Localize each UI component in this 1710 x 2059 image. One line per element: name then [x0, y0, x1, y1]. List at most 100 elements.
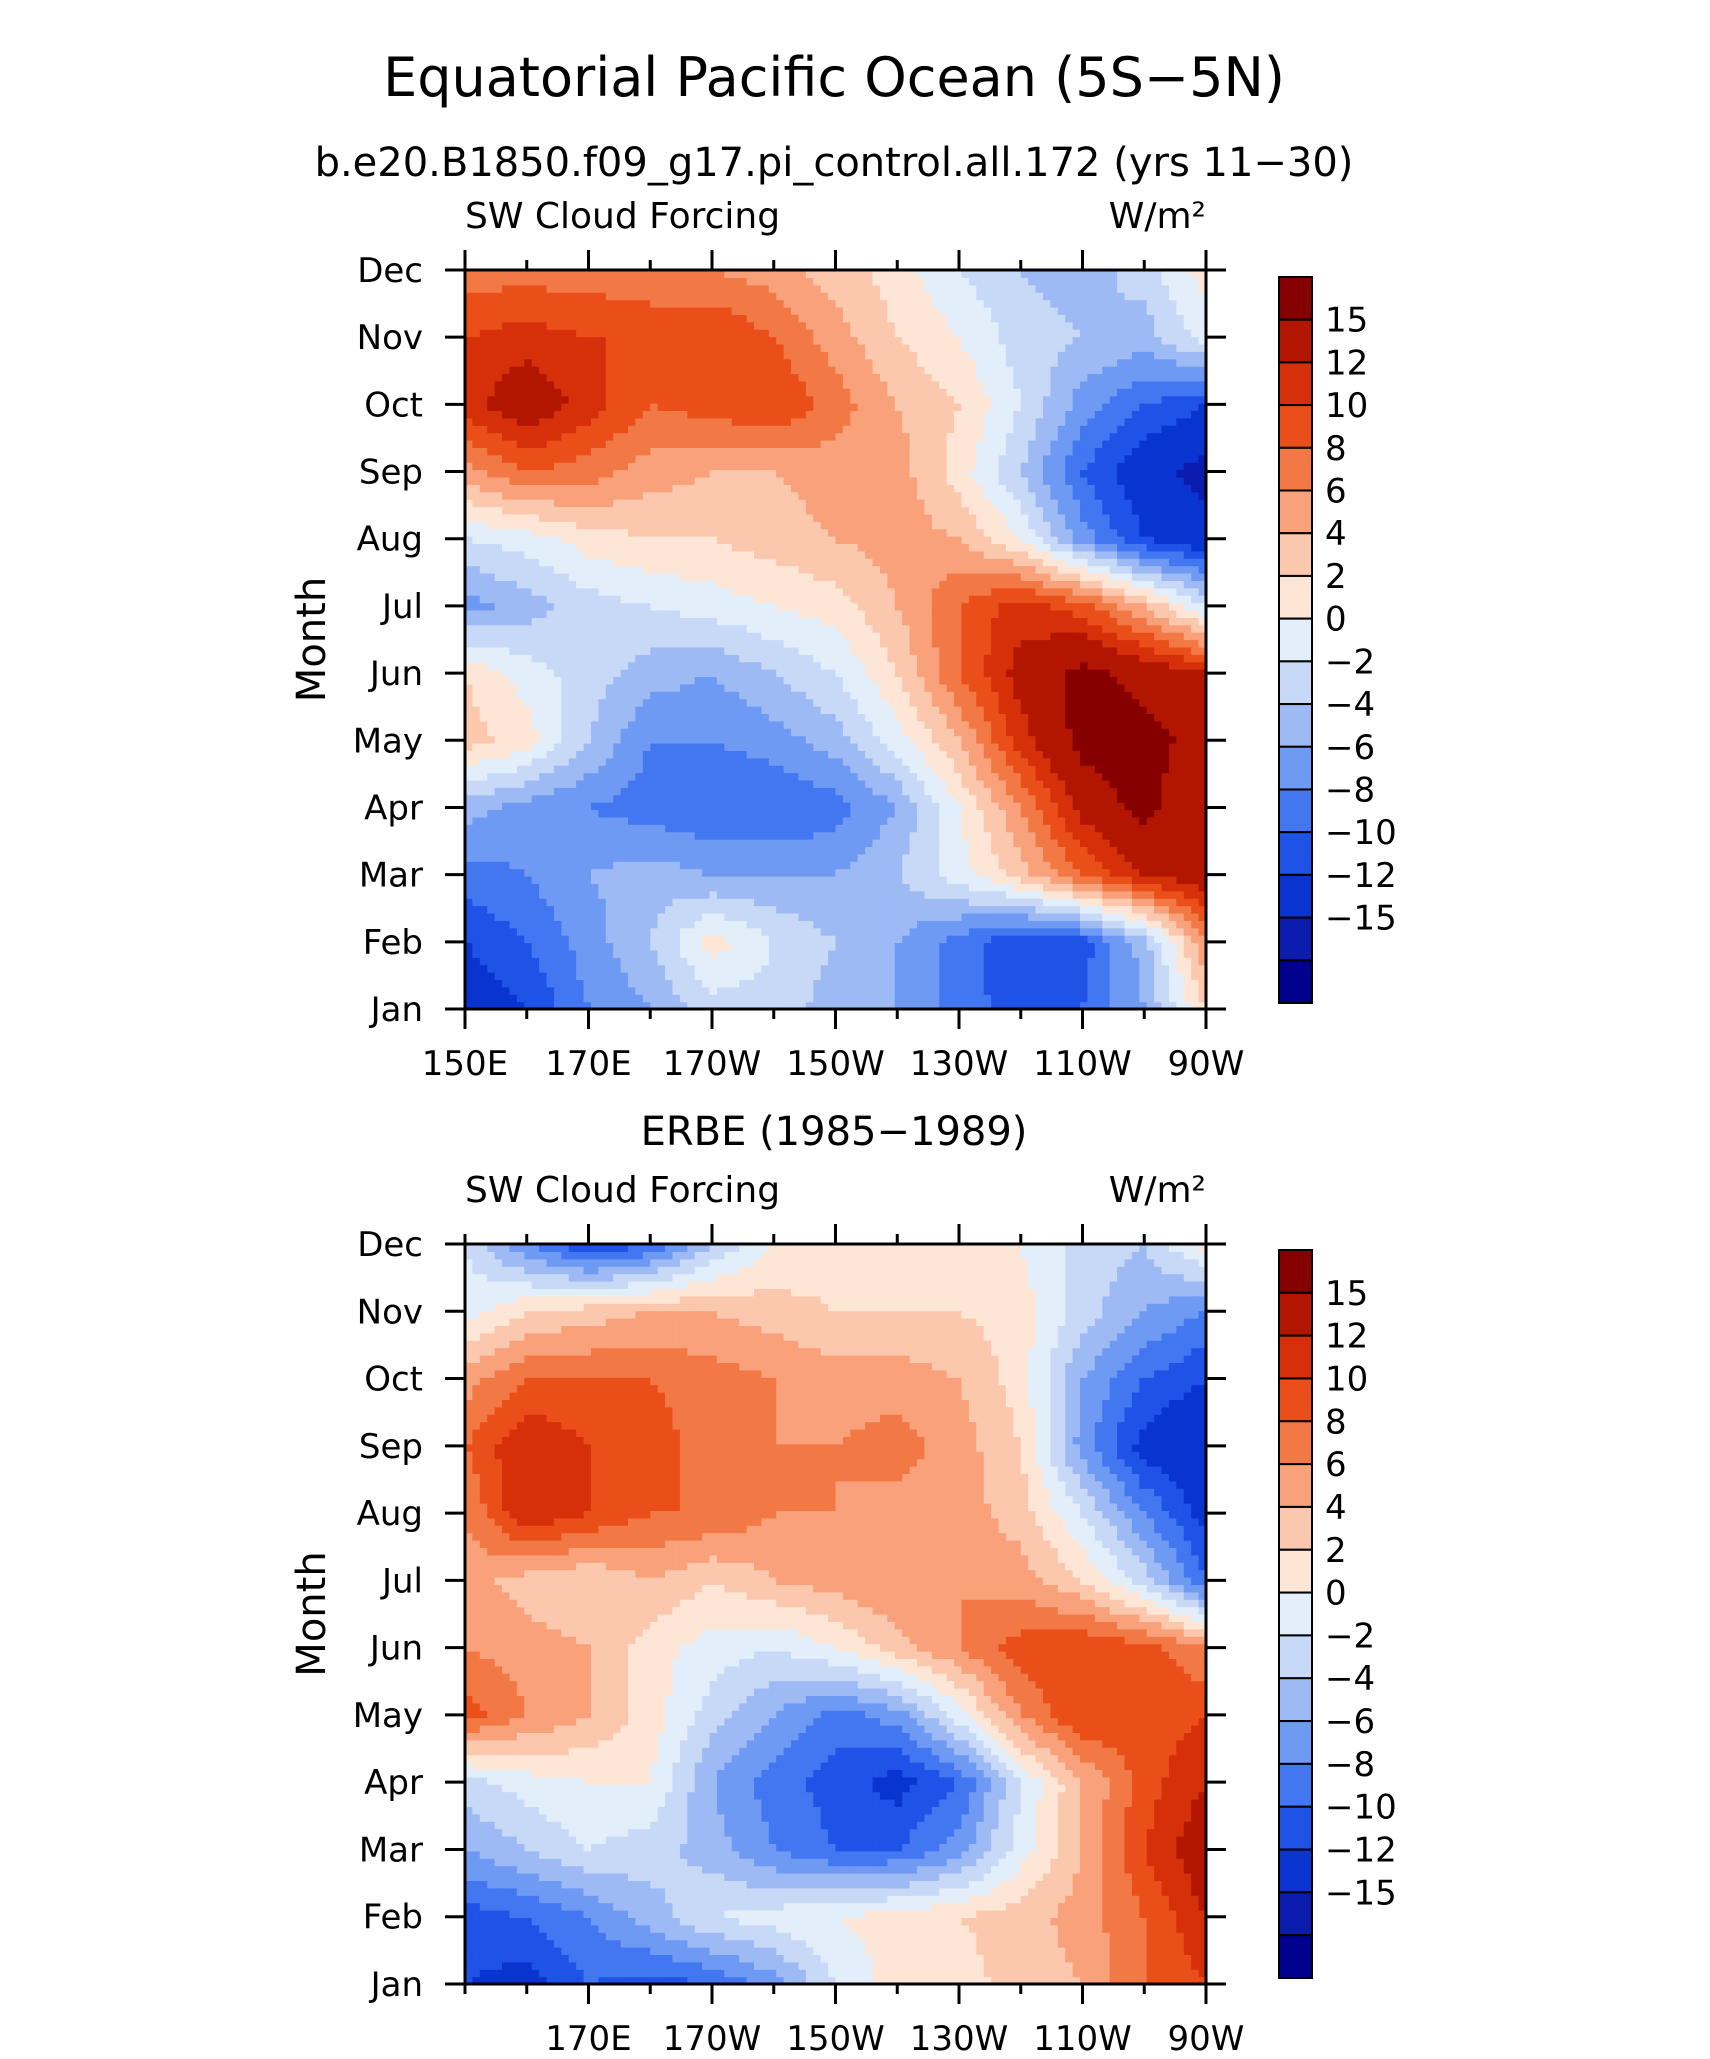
heatmap-cell [1139, 920, 1148, 929]
heatmap-cell [805, 883, 814, 892]
heatmap-cell [976, 868, 985, 877]
heatmap-cell [605, 972, 614, 981]
heatmap-cell [1176, 1001, 1185, 1010]
heatmap-cell [628, 750, 637, 759]
heatmap-cell [1183, 809, 1192, 818]
heatmap-cell [1117, 824, 1126, 833]
heatmap-cell [561, 927, 570, 936]
heatmap-cell [1139, 898, 1148, 907]
heatmap-cell [1124, 957, 1133, 966]
heatmap-cell [665, 706, 674, 714]
heatmap-cell [531, 728, 540, 737]
heatmap-cell [1146, 831, 1155, 840]
heatmap-cell [931, 676, 940, 685]
heatmap-cell [1198, 742, 1207, 751]
heatmap-cell [931, 639, 940, 648]
heatmap-cell [761, 994, 770, 1003]
heatmap-cell [931, 683, 940, 692]
heatmap-cell [894, 861, 903, 870]
heatmap-cell [509, 883, 518, 892]
heatmap-cell [894, 839, 903, 848]
heatmap-cell [872, 750, 881, 759]
heatmap-cell [561, 846, 570, 855]
heatmap-cell [724, 935, 733, 944]
heatmap-cell [465, 809, 474, 818]
heatmap-cell [983, 802, 992, 811]
heatmap-cell [679, 875, 688, 884]
heatmap-cell [516, 661, 525, 670]
heatmap-cell [1183, 794, 1192, 803]
heatmap-cell [724, 742, 733, 751]
heatmap-cell [472, 853, 481, 862]
heatmap-cell [1176, 654, 1185, 663]
heatmap-cell [524, 728, 533, 737]
heatmap-cell [798, 957, 807, 966]
heatmap-cell [991, 839, 1000, 848]
heatmap-cell [791, 757, 800, 766]
heatmap-cell [650, 994, 659, 1003]
heatmap-cell [835, 824, 844, 833]
heatmap-cell [583, 720, 592, 729]
heatmap-cell [524, 691, 533, 700]
heatmap-cell [924, 772, 933, 781]
heatmap-cell [872, 853, 881, 862]
heatmap-cell [598, 735, 607, 744]
heatmap-cell [1176, 802, 1185, 811]
heatmap-cell [776, 831, 785, 840]
heatmap-cell [1168, 935, 1177, 944]
heatmap-cell [672, 728, 681, 737]
heatmap-cell [1072, 787, 1081, 796]
heatmap-cell [998, 846, 1007, 855]
heatmap-cell [731, 972, 740, 981]
heatmap-cell [902, 927, 911, 936]
heatmap-cell [1035, 964, 1044, 973]
heatmap-cell [753, 802, 762, 811]
heatmap-cell [1087, 772, 1096, 781]
heatmap-cell [909, 661, 918, 670]
heatmap-cell [1094, 683, 1103, 692]
heatmap-cell [1065, 646, 1074, 655]
heatmap-cell [1124, 846, 1133, 855]
heatmap-cell [509, 639, 518, 648]
heatmap-cell [1146, 802, 1155, 811]
heatmap-cell [1042, 787, 1051, 796]
heatmap-cell [1050, 942, 1059, 951]
heatmap-cell [731, 772, 740, 781]
heatmap-cell [687, 728, 696, 737]
heatmap-cell [968, 698, 977, 707]
heatmap-cell [1191, 883, 1200, 892]
heatmap-cell [709, 846, 718, 855]
heatmap-cell [724, 920, 733, 929]
heatmap-cell [487, 839, 496, 848]
heatmap-cell [813, 935, 822, 944]
heatmap-cell [983, 742, 992, 751]
heatmap-cell [902, 883, 911, 892]
heatmap-cell [539, 713, 548, 722]
heatmap-cell [1065, 765, 1074, 774]
heatmap-cell [553, 912, 562, 921]
heatmap-cell [665, 898, 674, 907]
heatmap-cell [828, 957, 837, 966]
heatmap-cell [561, 994, 570, 1003]
heatmap-cell [731, 669, 740, 678]
heatmap-cell [1109, 698, 1118, 707]
heatmap-cell [1020, 920, 1029, 929]
heatmap-cell [1109, 735, 1118, 744]
heatmap-cell [1183, 986, 1192, 995]
heatmap-cell [1124, 824, 1133, 833]
heatmap-cell [1168, 691, 1177, 700]
heatmap-cell [887, 994, 896, 1003]
heatmap-cell [1094, 646, 1103, 655]
heatmap-cell [1087, 757, 1096, 766]
heatmap-cell [1146, 779, 1155, 788]
heatmap-cell [961, 824, 970, 833]
heatmap-cell [716, 750, 725, 759]
heatmap-cell [1102, 757, 1111, 766]
heatmap-cell [991, 654, 1000, 663]
heatmap-cell [502, 698, 511, 707]
heatmap-cell [502, 846, 511, 855]
heatmap-cell [568, 698, 577, 707]
heatmap-cell [642, 853, 651, 862]
heatmap-cell [605, 706, 614, 714]
heatmap-cell [620, 676, 629, 685]
